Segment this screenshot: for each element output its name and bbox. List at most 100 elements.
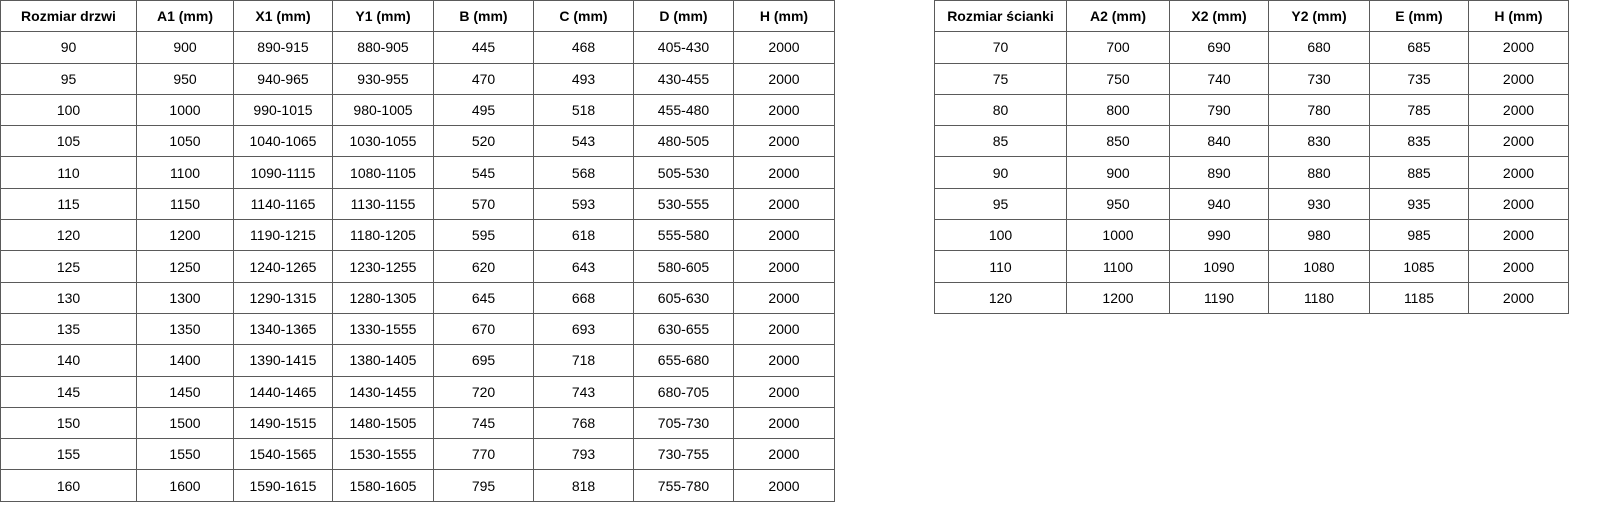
table-cell: 885 (1369, 156, 1469, 189)
table-row: 105 1050 1040-1065 1030-1055 520 543 480-505 20… (0, 125, 835, 158)
table-cell: 468 (533, 31, 634, 64)
table-cell: 470 (433, 62, 534, 95)
table-cell: 2000 (733, 281, 835, 314)
table-row: 70 700 690 680 685 2000 (934, 31, 1569, 64)
table-cell: 2000 (1468, 187, 1569, 221)
table-cell: 110 (934, 250, 1067, 283)
table-cell: 705-730 (633, 406, 734, 440)
table-cell: 850 (1066, 125, 1170, 158)
table-cell: 2000 (1468, 156, 1569, 189)
table-cell: 1480-1505 (332, 406, 434, 440)
table-cell: 980-1005 (332, 93, 434, 127)
table-row: 120 1200 1190-1215 1180-1205 595 618 555-580 20… (0, 219, 835, 252)
table-cell: 900 (136, 31, 234, 64)
table-cell: 785 (1369, 93, 1469, 127)
table-row: 110 1100 1090-1115 1080-1105 545 568 505-530 20… (0, 156, 835, 189)
table-cell: 940 (1169, 187, 1269, 221)
table-cell: 1130-1155 (332, 187, 434, 221)
table-row: 125 1250 1240-1265 1230-1255 620 643 580-605 20… (0, 250, 835, 283)
table-cell: 693 (533, 312, 634, 346)
table-cell: 795 (433, 469, 534, 502)
table-cell: 900 (1066, 156, 1170, 189)
table-row: 100 1000 990 980 985 2000 (934, 219, 1569, 252)
table-cell: 605-630 (633, 281, 734, 314)
table-cell: 90 (0, 31, 137, 64)
table-row: 140 1400 1390-1415 1380-1405 695 718 655-680 20… (0, 344, 835, 377)
table-cell: 580-605 (633, 250, 734, 283)
table-cell: 1280-1305 (332, 281, 434, 314)
table-cell: 100 (0, 93, 137, 127)
table-cell: 125 (0, 250, 137, 283)
table-cell: 1450 (136, 375, 234, 408)
table-row: 115 1150 1140-1165 1130-1155 570 593 530-555 20… (0, 187, 835, 221)
table-cell: 2000 (733, 312, 835, 346)
table-cell: 2000 (733, 469, 835, 502)
table-cell: 1300 (136, 281, 234, 314)
column-header: A1 (mm) (136, 0, 234, 33)
column-header: H (mm) (1468, 0, 1569, 33)
table-cell: 1100 (1066, 250, 1170, 283)
table-cell: 980 (1268, 219, 1370, 252)
table-cell: 85 (934, 125, 1067, 158)
table-cell: 1330-1555 (332, 312, 434, 346)
table-cell: 745 (433, 406, 534, 440)
table-cell: 2000 (1468, 93, 1569, 127)
table-cell: 1040-1065 (233, 125, 333, 158)
table-cell: 568 (533, 156, 634, 189)
table-cell: 1290-1315 (233, 281, 333, 314)
table-cell: 630-655 (633, 312, 734, 346)
table-cell: 1250 (136, 250, 234, 283)
table-cell: 880-905 (332, 31, 434, 64)
table-row: 100 1000 990-1015 980-1005 495 518 455-480 2000 (0, 93, 835, 127)
table-cell: 1580-1605 (332, 469, 434, 502)
table-cell: 1180 (1268, 281, 1370, 314)
table-cell: 2000 (1468, 62, 1569, 95)
table-cell: 750 (1066, 62, 1170, 95)
table-row: 80 800 790 780 785 2000 (934, 93, 1569, 127)
table-cell: 1090 (1169, 250, 1269, 283)
table-cell: 1430-1455 (332, 375, 434, 408)
table-cell: 1190 (1169, 281, 1269, 314)
table-row: 90 900 890-915 880-905 445 468 405-430 2000 (0, 31, 835, 64)
table-cell: 80 (934, 93, 1067, 127)
table-row: 155 1550 1540-1565 1530-1555 770 793 730-755 20… (0, 438, 835, 471)
table-row: 130 1300 1290-1315 1280-1305 645 668 605-630 20… (0, 281, 835, 314)
table-row: 90 900 890 880 885 2000 (934, 156, 1569, 189)
column-header: D (mm) (633, 0, 734, 33)
table-cell: 2000 (1468, 281, 1569, 314)
table-cell: 518 (533, 93, 634, 127)
table-cell: 1500 (136, 406, 234, 440)
table-cell: 835 (1369, 125, 1469, 158)
table-row: 135 1350 1340-1365 1330-1555 670 693 630-655 20… (0, 312, 835, 346)
table-cell: 1550 (136, 438, 234, 471)
table-cell: 830 (1268, 125, 1370, 158)
table-cell: 150 (0, 406, 137, 440)
table-cell: 130 (0, 281, 137, 314)
table-cell: 120 (934, 281, 1067, 314)
column-header: H (mm) (733, 0, 835, 33)
table-cell: 95 (0, 62, 137, 95)
table-cell: 1090-1115 (233, 156, 333, 189)
table-cell: 840 (1169, 125, 1269, 158)
table-cell: 1080 (1268, 250, 1370, 283)
table-cell: 680 (1268, 31, 1370, 64)
table-header-row: Rozmiar ścianki A2 (mm) X2 (mm) Y2 (mm) E (m… (934, 0, 1569, 33)
table-cell: 2000 (1468, 250, 1569, 283)
table-cell: 1540-1565 (233, 438, 333, 471)
table-cell: 790 (1169, 93, 1269, 127)
table-cell: 95 (934, 187, 1067, 221)
table-cell: 770 (433, 438, 534, 471)
table-cell: 685 (1369, 31, 1469, 64)
table-cell: 940-965 (233, 62, 333, 95)
table-cell: 1030-1055 (332, 125, 434, 158)
table-cell: 2000 (1468, 125, 1569, 158)
table-cell: 695 (433, 344, 534, 377)
table-cell: 1440-1465 (233, 375, 333, 408)
table-cell: 160 (0, 469, 137, 502)
table-cell: 620 (433, 250, 534, 283)
column-header: Rozmiar ścianki (934, 0, 1067, 33)
table-row: 150 1500 1490-1515 1480-1505 745 768 705-730 20… (0, 406, 835, 440)
table-cell: 2000 (733, 187, 835, 221)
table-cell: 800 (1066, 93, 1170, 127)
wall-size-table: Rozmiar ścianki A2 (mm) X2 (mm) Y2 (mm) E (m… (934, 0, 1569, 314)
